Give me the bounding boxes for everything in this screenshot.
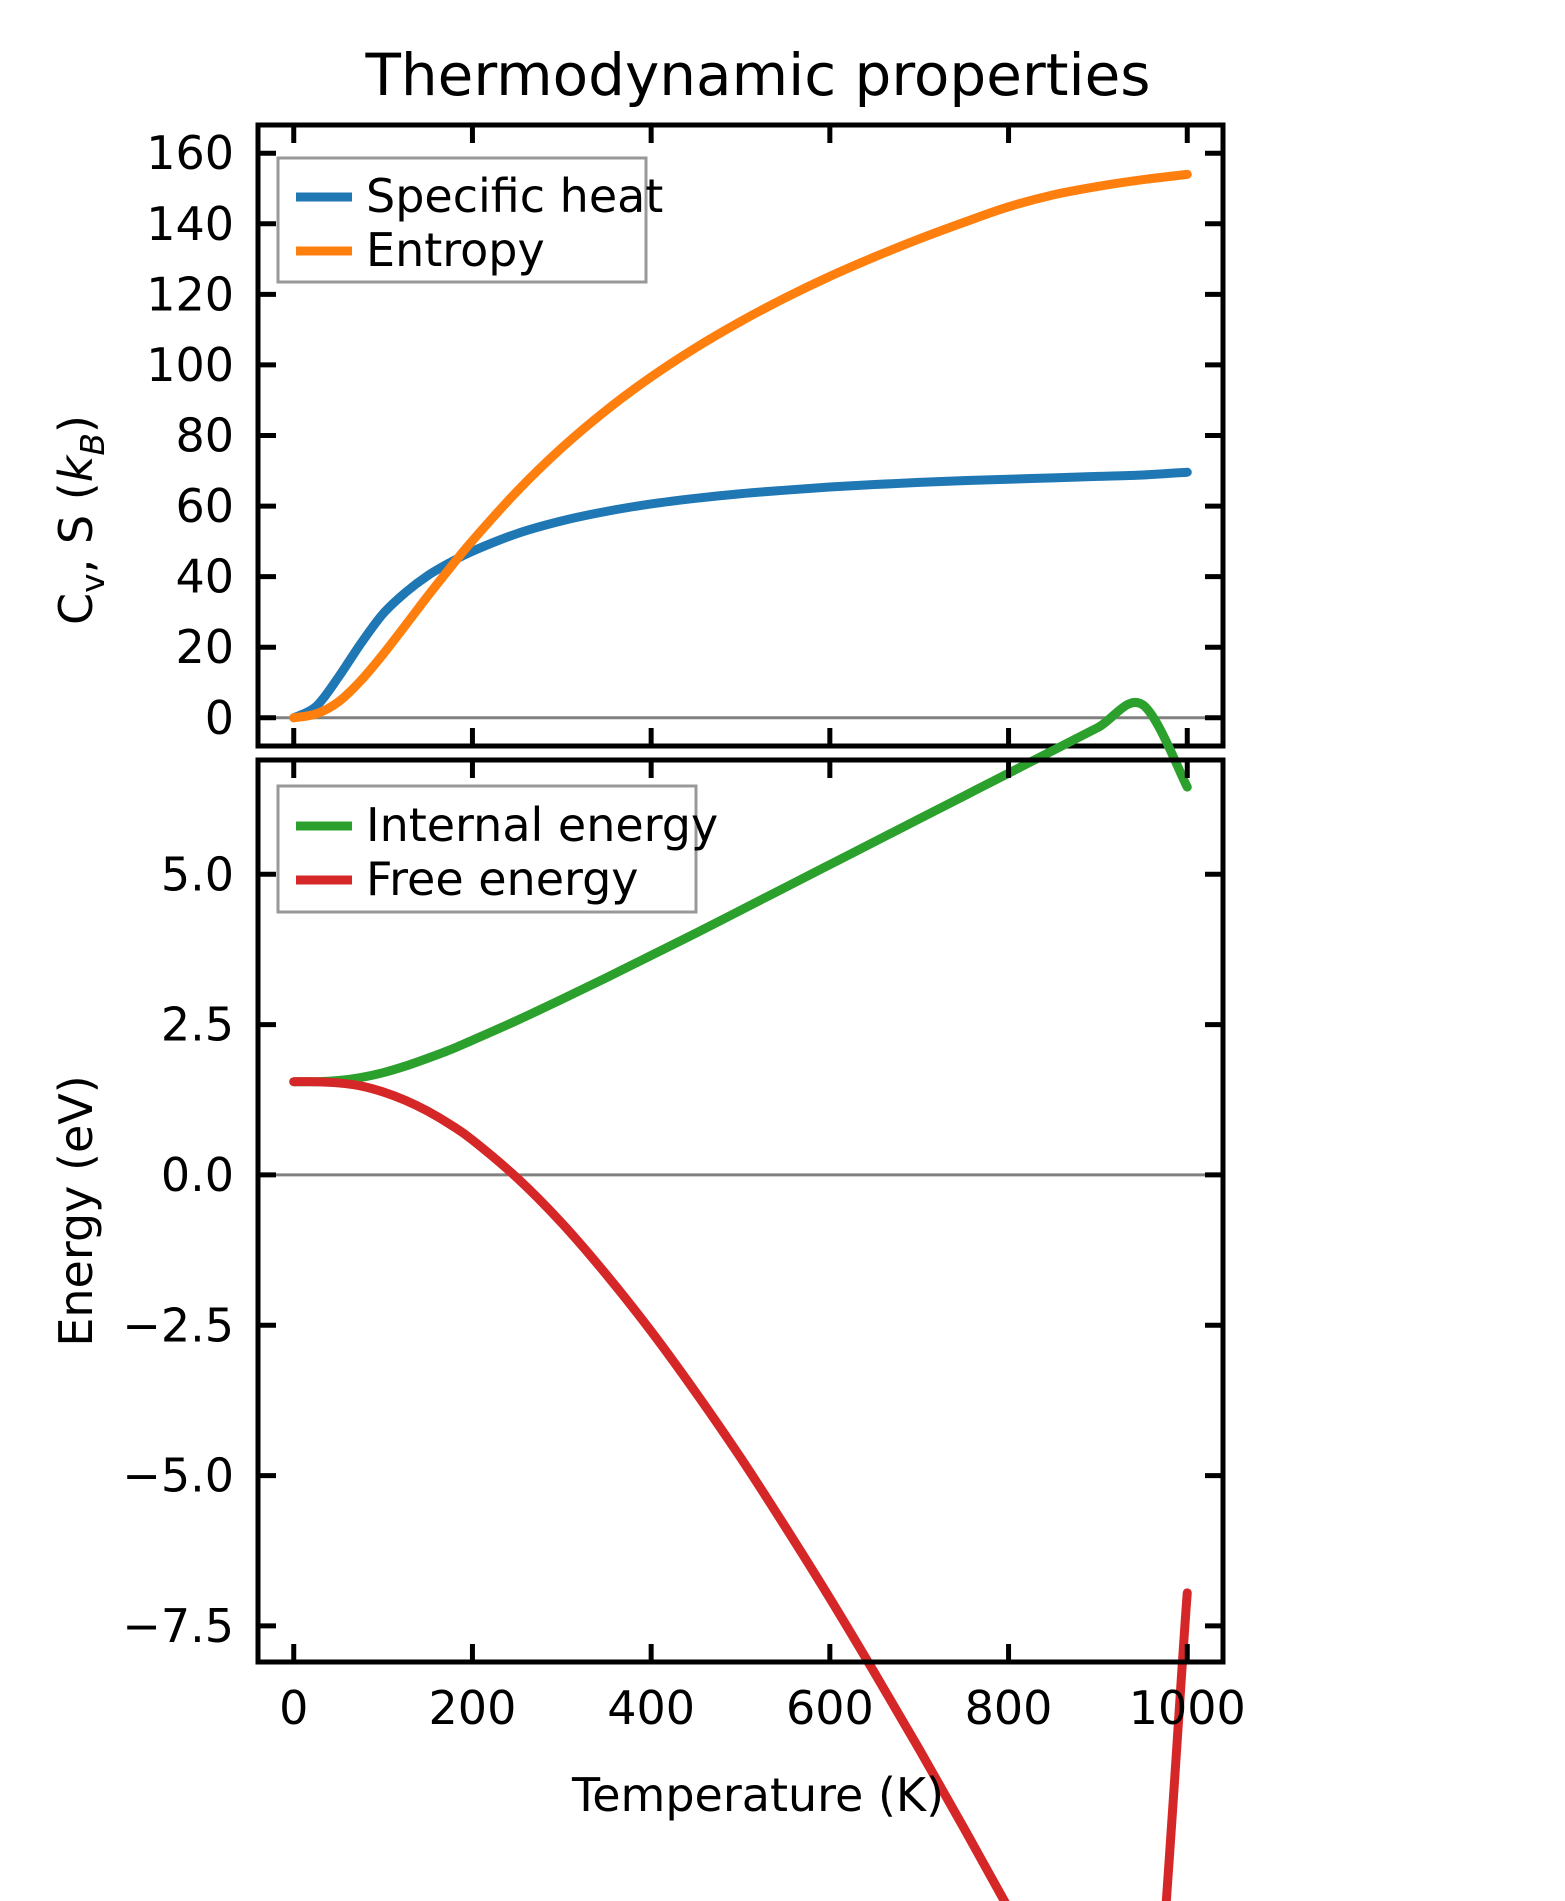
- bot-ytick-label: 5.0: [161, 847, 234, 901]
- bot-xtick-label: 200: [429, 1681, 517, 1735]
- bottom-ytick-labels: −7.5 −5.0 −2.5 0.0 2.5 5.0: [122, 847, 234, 1653]
- legend-label-specific-heat: Specific heat: [366, 169, 663, 223]
- top-ytick-label: 100: [146, 338, 234, 392]
- top-curves-group: [289, 169, 1192, 723]
- top-legend-box: [276, 156, 648, 284]
- bottom-legend: Internal energy Free energy: [276, 784, 718, 914]
- bottom-axes-frame: [255, 757, 1226, 1665]
- top-ytick-label: 80: [175, 409, 234, 463]
- bottom-xtick-labels: 0 200 400 600 800 1000: [279, 1681, 1246, 1735]
- top-series-entropy: [289, 169, 1192, 723]
- bot-ytick-label: 2.5: [161, 998, 234, 1052]
- bottom-legend-box: [276, 784, 698, 914]
- top-legend: Specific heat Entropy: [276, 156, 663, 284]
- top-tick-group: [258, 125, 1223, 746]
- top-axes-frame: [255, 122, 1226, 749]
- legend-label-internal-energy: Internal energy: [366, 798, 718, 852]
- bottom-ylabel: Energy (eV): [49, 1075, 103, 1346]
- bot-xtick-label: 0: [279, 1681, 308, 1735]
- bot-series-internal-energy: [289, 698, 1192, 1087]
- top-ylabel: Cv, S (kB): [49, 415, 112, 625]
- bot-xtick-label: 800: [965, 1681, 1053, 1735]
- top-ytick-label: 120: [146, 267, 234, 321]
- legend-label-free-energy: Free energy: [366, 852, 639, 906]
- top-series-specific-heat: [289, 467, 1192, 723]
- bot-xtick-label: 1000: [1129, 1681, 1246, 1735]
- bot-xtick-label: 400: [607, 1681, 695, 1735]
- x-axis-label: Temperature (K): [571, 1768, 944, 1822]
- top-ytick-label: 160: [146, 126, 234, 180]
- bot-ytick-label: −5.0: [122, 1449, 234, 1503]
- top-ytick-label: 140: [146, 197, 234, 251]
- legend-label-entropy: Entropy: [366, 223, 545, 277]
- bot-ytick-label: 0.0: [161, 1148, 234, 1202]
- top-ytick-labels: 0 20 40 60 80 100 120 140 160: [146, 126, 234, 745]
- bottom-panel: −7.5−5.0−2.50.02.55.0 0 200 400 600 800 1000 …: [49, 698, 1246, 1901]
- top-ytick-label: 0: [205, 691, 234, 745]
- top-ytick-label: 60: [175, 479, 234, 533]
- bot-ytick-label: −7.5: [122, 1599, 234, 1653]
- bot-ytick-label: −2.5: [122, 1298, 234, 1352]
- top-panel: 0 20 40 60 80 100 120 140 160 Cv, S (kB) Specifi…: [49, 122, 1226, 749]
- top-ytick-label: 40: [175, 550, 234, 604]
- top-ytick-label: 20: [175, 620, 234, 674]
- bot-series-free-energy: [289, 1077, 1192, 1901]
- bottom-curves-group: [289, 698, 1192, 1901]
- bot-xtick-label: 600: [786, 1681, 874, 1735]
- bottom-tick-group: [258, 760, 1223, 1662]
- page-title: Thermodynamic properties: [364, 41, 1150, 109]
